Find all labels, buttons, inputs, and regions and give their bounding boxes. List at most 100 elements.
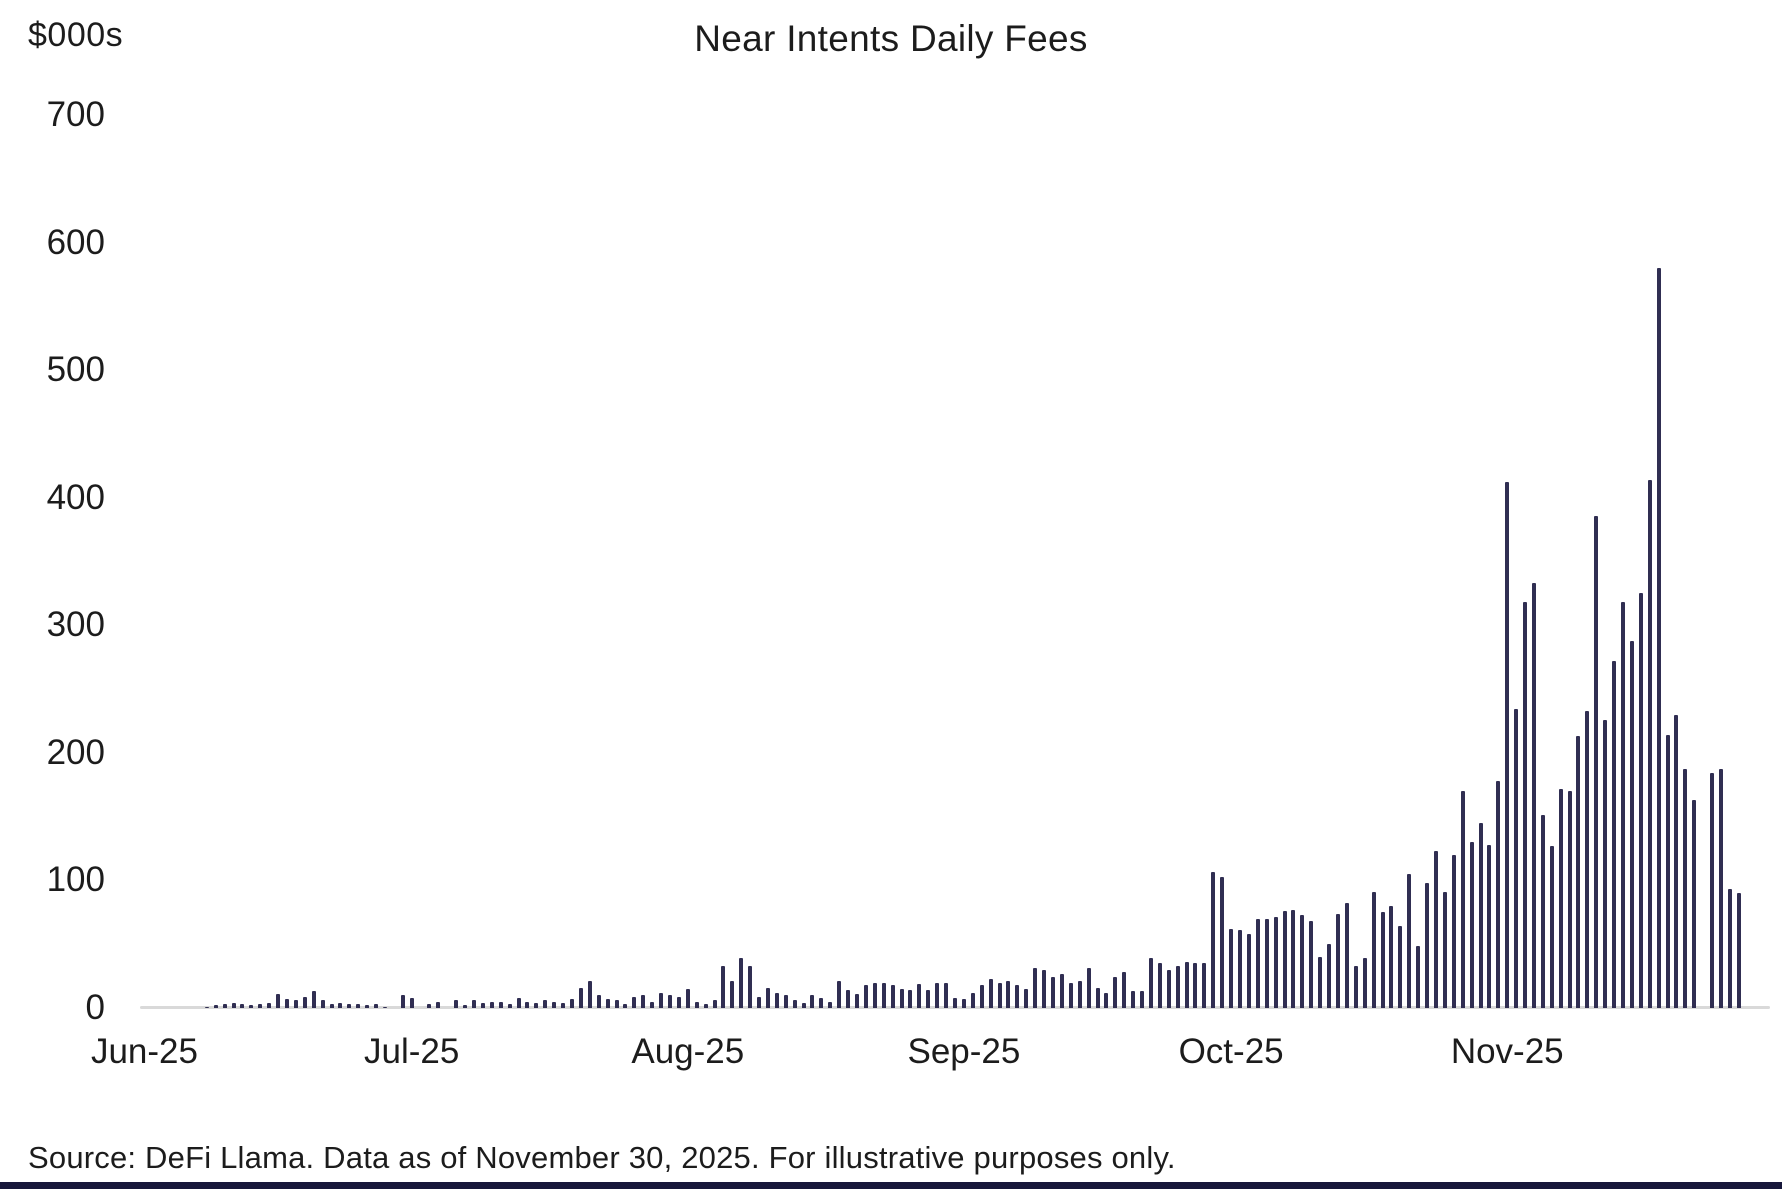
bar xyxy=(498,1001,503,1008)
bar xyxy=(1157,963,1162,1008)
bar xyxy=(284,999,289,1008)
bar xyxy=(1220,876,1225,1008)
bar xyxy=(1523,602,1528,1008)
bar xyxy=(1229,928,1234,1008)
bar xyxy=(1344,903,1349,1008)
bar xyxy=(979,985,984,1008)
bar xyxy=(899,988,904,1008)
bar xyxy=(1505,482,1510,1008)
bar xyxy=(1514,709,1519,1008)
bar xyxy=(302,996,307,1008)
bar xyxy=(400,995,405,1008)
bottom-divider-rule xyxy=(0,1182,1782,1189)
y-tick-label-100: 100 xyxy=(46,860,105,900)
bar xyxy=(596,995,601,1008)
bar xyxy=(748,965,753,1008)
bar xyxy=(293,1000,298,1008)
bar xyxy=(890,985,895,1008)
bar xyxy=(1398,926,1403,1008)
bar xyxy=(1095,987,1100,1008)
bar xyxy=(1059,973,1064,1008)
bar xyxy=(1487,844,1492,1008)
bar xyxy=(908,990,913,1008)
bar xyxy=(1629,640,1634,1008)
bar xyxy=(436,1001,441,1008)
bar-chart-plot-area xyxy=(140,115,1770,1009)
bar xyxy=(534,1002,539,1008)
bar xyxy=(1113,977,1118,1008)
bar xyxy=(1433,851,1438,1008)
bar xyxy=(338,1002,343,1008)
y-tick-label-0: 0 xyxy=(85,988,105,1027)
bar xyxy=(641,995,646,1008)
y-tick-label-600: 600 xyxy=(46,222,105,262)
bar xyxy=(1692,800,1697,1008)
bar xyxy=(961,999,966,1008)
bar xyxy=(1585,710,1590,1008)
bar xyxy=(1184,962,1189,1008)
bar xyxy=(1336,913,1340,1008)
bar xyxy=(1264,918,1269,1008)
bar xyxy=(463,1005,468,1008)
bar xyxy=(819,997,824,1008)
bar xyxy=(1665,735,1670,1008)
bar xyxy=(632,996,637,1008)
bar xyxy=(944,982,949,1008)
bar xyxy=(543,1000,548,1008)
bar xyxy=(1175,965,1180,1008)
bar xyxy=(997,982,1002,1008)
bar xyxy=(881,982,886,1008)
bar xyxy=(1211,871,1216,1008)
x-tick-label-Nov-25: Nov-25 xyxy=(1450,1032,1564,1071)
bar xyxy=(1362,958,1367,1008)
bar xyxy=(703,1004,708,1008)
bar xyxy=(1425,882,1430,1008)
bar xyxy=(267,1002,272,1008)
bar xyxy=(1674,714,1679,1008)
y-tick-label-500: 500 xyxy=(46,350,105,390)
bar xyxy=(1353,965,1358,1008)
bar xyxy=(276,993,281,1008)
bar xyxy=(1202,963,1207,1008)
bar xyxy=(507,1004,512,1008)
bar xyxy=(1719,769,1723,1008)
bar xyxy=(320,1000,325,1008)
bar xyxy=(926,990,931,1008)
bar xyxy=(1033,968,1038,1008)
bar xyxy=(1558,788,1563,1008)
bar xyxy=(204,1006,209,1008)
bar xyxy=(258,1004,263,1008)
bar xyxy=(765,987,770,1008)
bar xyxy=(587,981,592,1008)
bar xyxy=(1327,944,1332,1008)
bar xyxy=(561,1002,566,1008)
bar xyxy=(1647,479,1652,1008)
bar xyxy=(525,1001,530,1008)
bar xyxy=(1050,977,1055,1008)
bar xyxy=(846,990,851,1008)
bar xyxy=(1238,930,1243,1008)
x-tick-label-Jul-25: Jul-25 xyxy=(363,1032,460,1071)
bar xyxy=(1273,917,1278,1008)
bar xyxy=(623,1004,628,1008)
bar xyxy=(650,1001,655,1008)
bar xyxy=(1727,889,1732,1008)
bar xyxy=(1077,981,1082,1008)
bar xyxy=(1140,991,1145,1008)
x-tick-label-Oct-25: Oct-25 xyxy=(1178,1032,1284,1071)
bar xyxy=(694,1001,699,1008)
bar xyxy=(863,985,868,1008)
bar xyxy=(1042,969,1047,1008)
bar xyxy=(1380,912,1385,1008)
bar xyxy=(1549,845,1554,1008)
bar xyxy=(1567,791,1572,1008)
bar xyxy=(614,1000,619,1008)
bar xyxy=(374,1004,379,1008)
bar xyxy=(1442,891,1447,1008)
bar xyxy=(1246,934,1251,1008)
bar xyxy=(1603,719,1608,1008)
bar xyxy=(231,1002,236,1008)
bar xyxy=(1371,891,1376,1008)
bar xyxy=(1131,991,1136,1008)
bar xyxy=(792,1000,797,1008)
